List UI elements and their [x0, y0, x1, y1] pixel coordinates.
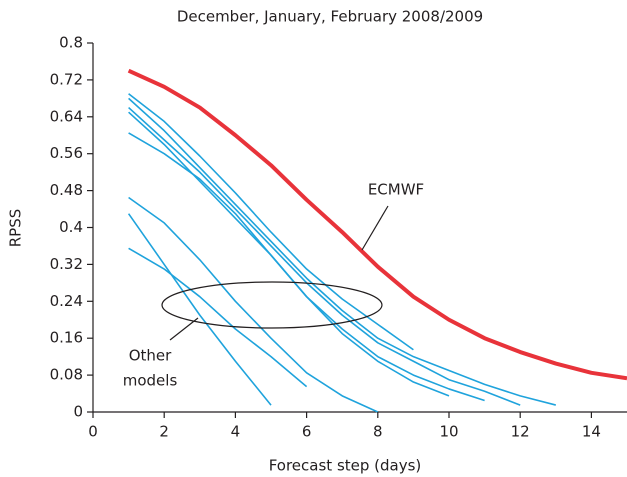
series-line — [128, 196, 379, 413]
series-label: ECMWF — [368, 181, 424, 199]
series-line — [128, 106, 521, 406]
y-tick-label: 0.08 — [50, 366, 83, 384]
y-tick-label: 0.48 — [50, 181, 83, 199]
y-tick-label: 0.32 — [50, 255, 83, 273]
y-tick-label: 0.72 — [50, 70, 83, 88]
series-line — [128, 247, 308, 388]
x-tick-label: 0 — [88, 423, 98, 441]
y-tick-label: 0.8 — [59, 34, 83, 52]
series-line — [128, 111, 485, 402]
x-axis-label: Forecast step (days) — [269, 457, 422, 475]
ecmwf-pointer — [361, 205, 389, 251]
plot-area — [127, 68, 627, 413]
x-tick-label: 10 — [439, 423, 458, 441]
series-line — [128, 93, 414, 351]
x-tick-label: 2 — [159, 423, 169, 441]
y-tick-label: 0.16 — [50, 329, 83, 347]
series-line — [127, 213, 272, 406]
models-ellipse — [161, 281, 383, 329]
y-tick-label: 0.24 — [50, 292, 83, 310]
x-tick-label: 12 — [511, 423, 530, 441]
annotation-pointer — [169, 317, 199, 341]
y-tick-label: 0.64 — [50, 107, 83, 125]
x-tick-label: 6 — [302, 423, 312, 441]
x-tick-label: 8 — [373, 423, 383, 441]
x-tick-label: 4 — [231, 423, 241, 441]
chart-title: December, January, February 2008/2009 — [177, 8, 483, 26]
series-line — [128, 97, 557, 406]
annotation: Other — [129, 347, 172, 365]
series-line — [127, 68, 627, 381]
y-tick-label: 0 — [73, 403, 83, 421]
annotation: models — [123, 372, 178, 390]
x-tick-label: 14 — [582, 423, 601, 441]
y-tick-label: 0.56 — [50, 144, 83, 162]
y-tick-label: 0.4 — [59, 218, 83, 236]
y-axis-label: RPSS — [7, 209, 25, 248]
